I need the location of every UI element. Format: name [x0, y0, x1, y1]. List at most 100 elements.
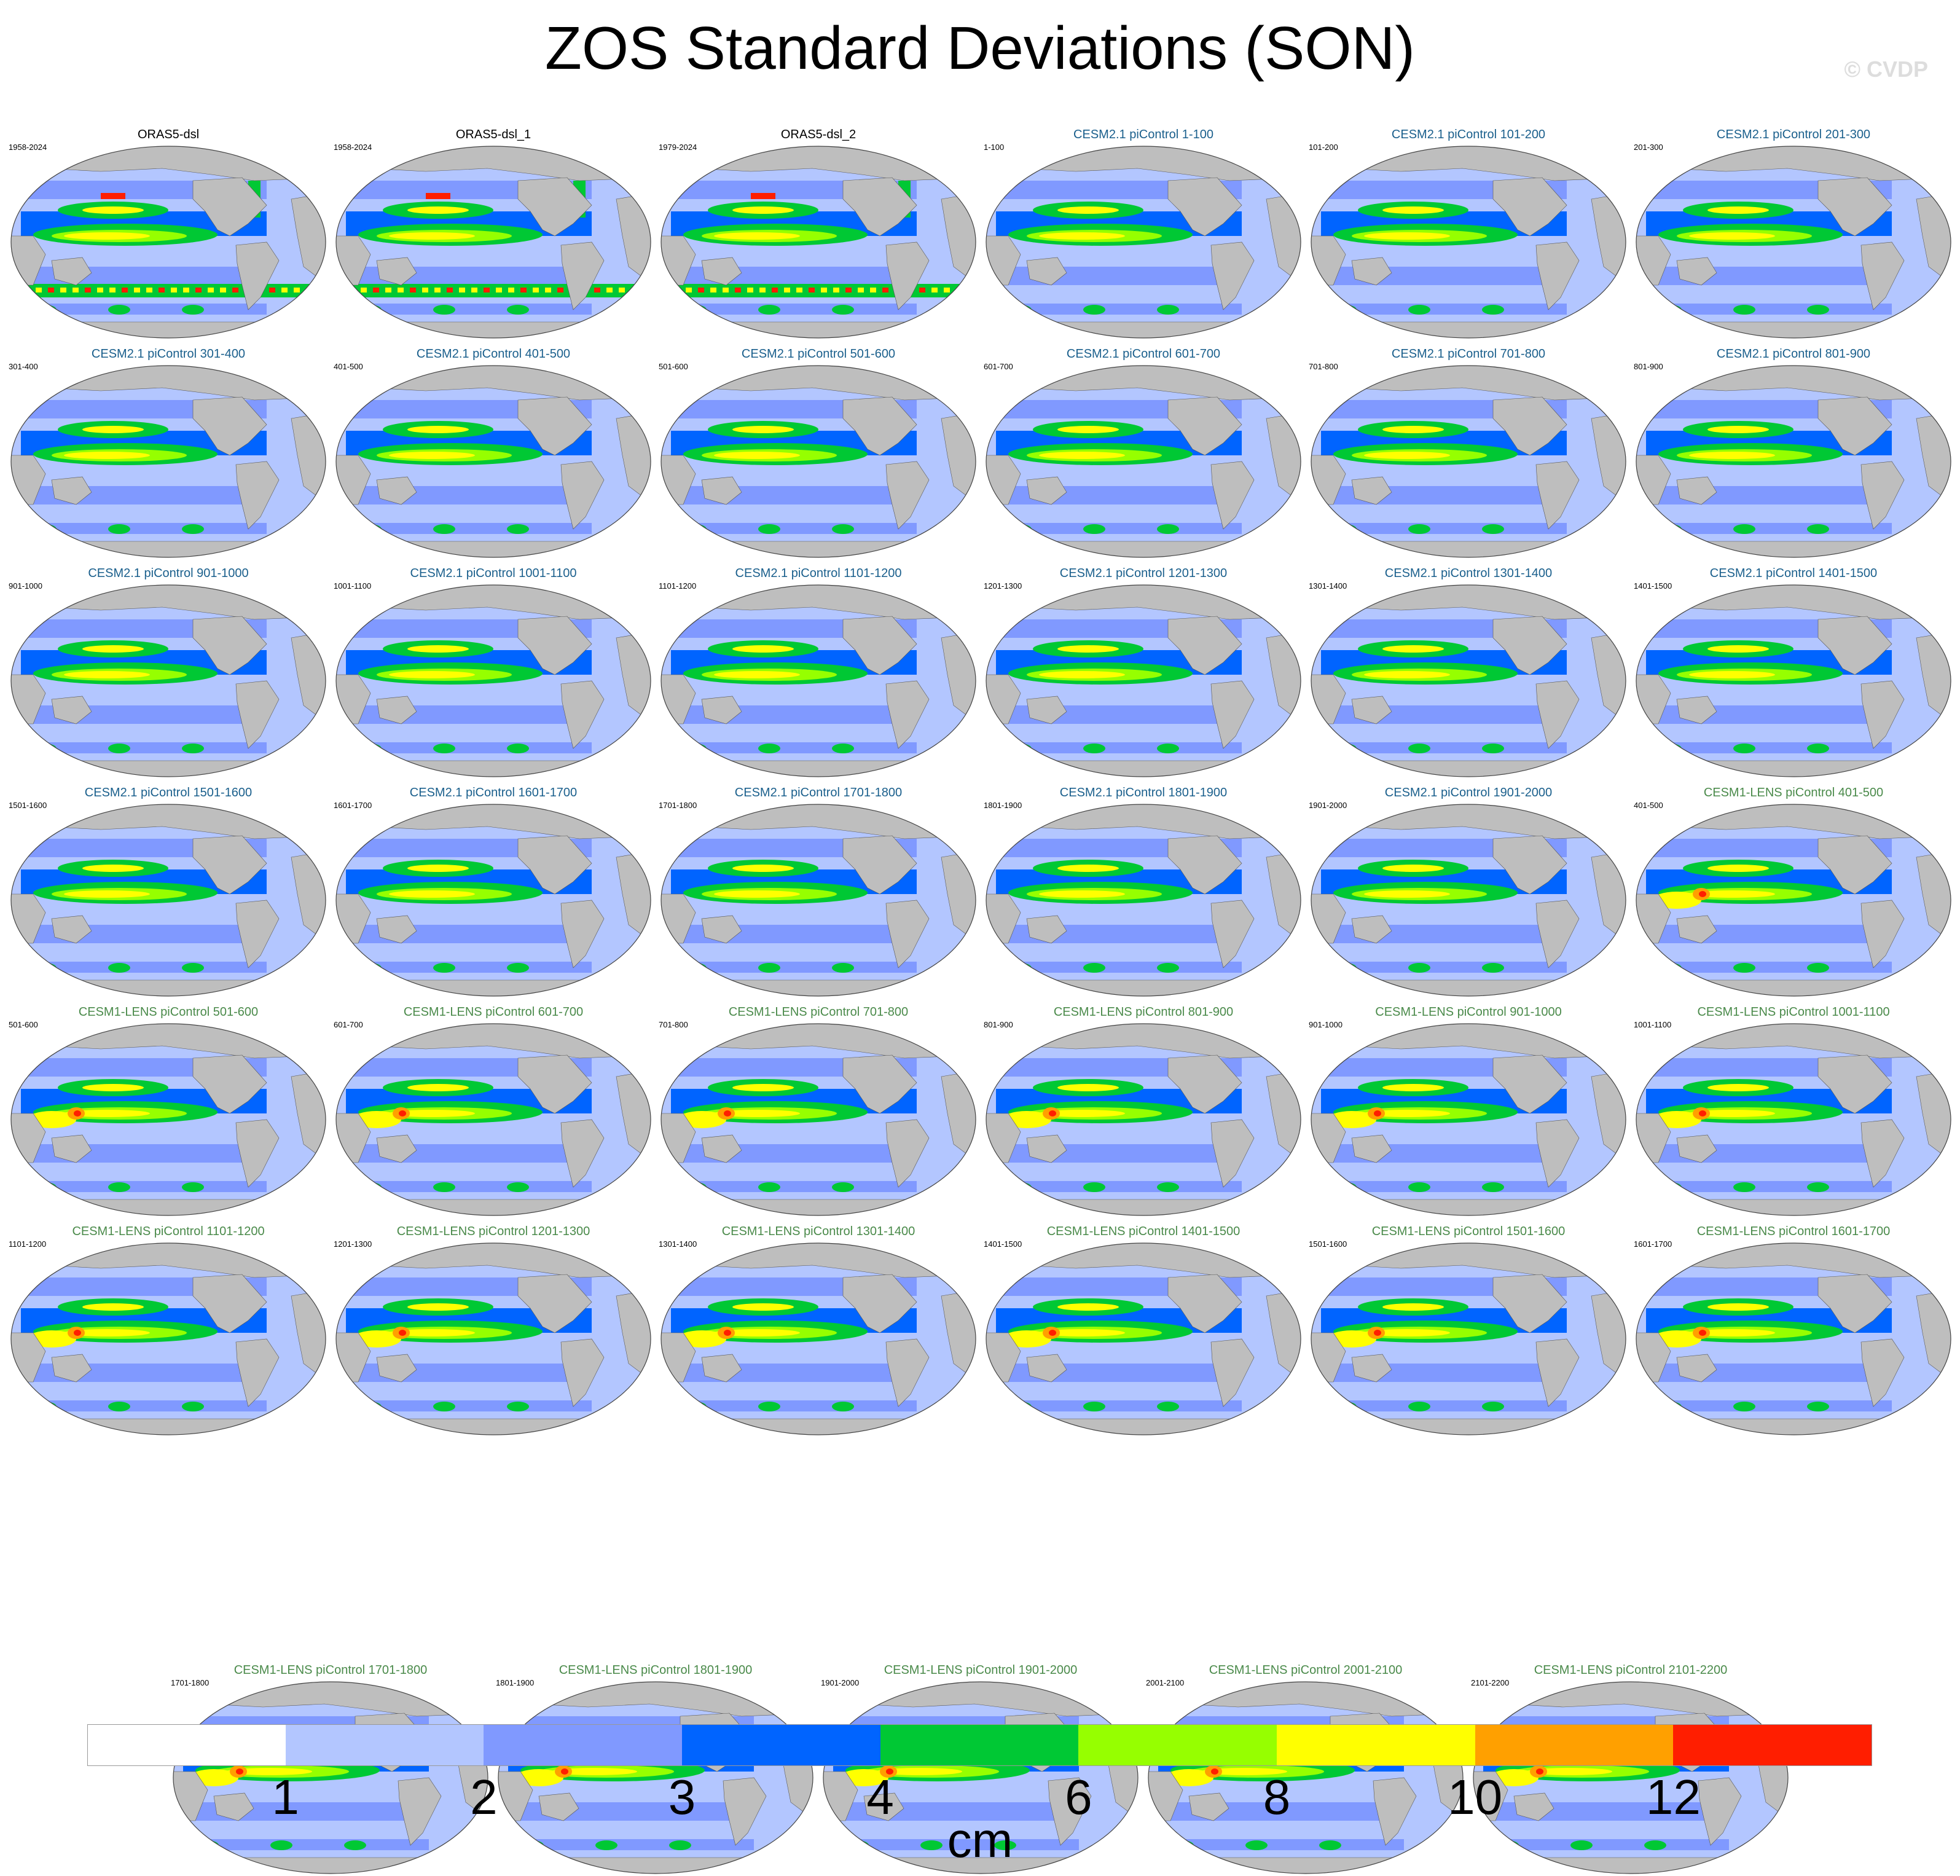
- colorbar-swatch: [880, 1724, 1079, 1766]
- panel-year-range: 1501-1600: [1309, 1239, 1347, 1249]
- panel-year-range: 301-400: [9, 362, 38, 371]
- world-map: [10, 804, 326, 997]
- panel-year-range: 401-500: [1634, 801, 1663, 810]
- colorbar-unit: cm: [947, 1813, 1013, 1867]
- map-panel: CESM2.1 piControl 1701-1800 1701-1800: [659, 785, 978, 999]
- world-map: [10, 584, 326, 777]
- map-panel: CESM2.1 piControl 601-700 601-700: [984, 346, 1303, 560]
- world-map: [335, 584, 651, 777]
- panel-title: CESM1-LENS piControl 401-500: [1703, 786, 1884, 799]
- panel-year-range: 701-800: [1309, 362, 1338, 371]
- panel-year-range: 101-200: [1309, 143, 1338, 152]
- map-panel: CESM1-LENS piControl 801-900 801-900: [984, 1004, 1303, 1218]
- world-map: [335, 146, 651, 339]
- colorbar-swatch: [484, 1724, 682, 1766]
- panel-title: CESM1-LENS piControl 1501-1600: [1371, 1225, 1566, 1238]
- panel-title: ORAS5-dsl_2: [780, 128, 857, 141]
- map-panel: CESM2.1 piControl 801-900 801-900: [1634, 346, 1953, 560]
- world-map: [661, 584, 976, 777]
- panel-title: CESM1-LENS piControl 2001-2100: [1209, 1663, 1403, 1677]
- panel-year-range: 2001-2100: [1146, 1678, 1185, 1687]
- panel-year-range: 901-1000: [9, 581, 42, 591]
- panel-year-range: 701-800: [659, 1020, 688, 1029]
- panel-title: CESM2.1 piControl 1701-1800: [734, 786, 903, 799]
- panel-title: CESM2.1 piControl 1001-1100: [410, 567, 577, 580]
- colorbar-swatch: [1277, 1724, 1475, 1766]
- map-panel: CESM2.1 piControl 1901-2000 1901-2000: [1309, 785, 1628, 999]
- map-panel: ORAS5-dsl_2 1979-2024: [659, 127, 978, 340]
- panel-year-range: 1801-1900: [496, 1678, 535, 1687]
- panel-title: CESM2.1 piControl 1401-1500: [1709, 567, 1878, 580]
- panel-year-range: 401-500: [334, 362, 363, 371]
- panel-title: CESM1-LENS piControl 601-700: [403, 1005, 584, 1019]
- panel-year-range: 1701-1800: [659, 801, 697, 810]
- panel-title: CESM1-LENS piControl 1901-2000: [884, 1663, 1078, 1677]
- panel-title: ORAS5-dsl: [137, 128, 200, 141]
- panel-title: CESM1-LENS piControl 1701-1800: [233, 1663, 428, 1677]
- panel-year-range: 1801-1900: [984, 801, 1022, 810]
- world-map: [1311, 804, 1626, 997]
- colorbar-tick-label: 2: [470, 1770, 498, 1824]
- panel-year-range: 1001-1100: [1634, 1020, 1672, 1029]
- panel-title: CESM2.1 piControl 1-100: [1073, 128, 1213, 141]
- panel-title: CESM2.1 piControl 1601-1700: [409, 786, 578, 799]
- map-panel: CESM1-LENS piControl 1001-1100 1001-1100: [1634, 1004, 1953, 1218]
- world-map: [986, 584, 1301, 777]
- world-map: [986, 1023, 1301, 1216]
- panel-title: CESM2.1 piControl 1801-1900: [1059, 786, 1228, 799]
- colorbar-swatch: [285, 1724, 484, 1766]
- panel-year-range: 1401-1500: [984, 1239, 1022, 1249]
- world-map: [1636, 146, 1951, 339]
- world-map: [661, 1023, 976, 1216]
- colorbar-swatch: [682, 1724, 880, 1766]
- world-map: [661, 365, 976, 558]
- panel-year-range: 1201-1300: [334, 1239, 372, 1249]
- colorbar-tick-label: 3: [668, 1770, 696, 1824]
- map-panel: CESM2.1 piControl 1301-1400 1301-1400: [1309, 565, 1628, 779]
- world-map: [1311, 584, 1626, 777]
- map-panel: CESM2.1 piControl 301-400 301-400: [9, 346, 328, 560]
- colorbar-tick-label: 1: [272, 1770, 299, 1824]
- panel-year-range: 801-900: [1634, 362, 1663, 371]
- map-panel: CESM2.1 piControl 1001-1100 1001-1100: [334, 565, 653, 779]
- map-panel: CESM2.1 piControl 201-300 201-300: [1634, 127, 1953, 340]
- world-map: [986, 146, 1301, 339]
- panel-year-range: 1201-1300: [984, 581, 1022, 591]
- colorbar-tick-labels: 1 2 3 4 6 8 10 12: [87, 1770, 1872, 1825]
- panel-title: CESM1-LENS piControl 501-600: [78, 1005, 259, 1019]
- map-panel: CESM2.1 piControl 101-200 101-200: [1309, 127, 1628, 340]
- map-panel: CESM1-LENS piControl 1201-1300 1201-1300: [334, 1223, 653, 1437]
- panel-title: CESM2.1 piControl 901-1000: [88, 567, 249, 580]
- panel-title: CESM1-LENS piControl 1201-1300: [396, 1225, 590, 1238]
- world-map: [1311, 1242, 1626, 1435]
- map-panel: CESM1-LENS piControl 501-600 501-600: [9, 1004, 328, 1218]
- map-panel: CESM2.1 piControl 701-800 701-800: [1309, 346, 1628, 560]
- panel-year-range: 1301-1400: [659, 1239, 697, 1249]
- panel-year-range: 1101-1200: [9, 1239, 47, 1249]
- world-map: [1311, 365, 1626, 558]
- panel-title: ORAS5-dsl_1: [455, 128, 531, 141]
- colorbar-tick-label: 12: [1645, 1770, 1701, 1824]
- panel-year-range: 1979-2024: [659, 143, 697, 152]
- world-map: [1311, 146, 1626, 339]
- panel-title: CESM1-LENS piControl 801-900: [1053, 1005, 1234, 1019]
- panel-title: CESM1-LENS piControl 901-1000: [1375, 1005, 1562, 1019]
- panel-title: CESM2.1 piControl 101-200: [1391, 128, 1546, 141]
- panel-year-range: 601-700: [334, 1020, 363, 1029]
- panel-year-range: 1701-1800: [171, 1678, 210, 1687]
- world-map: [661, 804, 976, 997]
- panel-title: CESM2.1 piControl 201-300: [1716, 128, 1871, 141]
- panel-year-range: 1301-1400: [1309, 581, 1347, 591]
- map-panel: CESM1-LENS piControl 401-500 401-500: [1634, 785, 1953, 999]
- map-panel: CESM2.1 piControl 1101-1200 1101-1200: [659, 565, 978, 779]
- colorbar-tick-label: 6: [1065, 1770, 1092, 1824]
- panel-title: CESM1-LENS piControl 1101-1200: [72, 1225, 265, 1238]
- map-panel: CESM1-LENS piControl 601-700 601-700: [334, 1004, 653, 1218]
- world-map: [1636, 1023, 1951, 1216]
- panel-year-range: 201-300: [1634, 143, 1663, 152]
- map-panel: CESM1-LENS piControl 701-800 701-800: [659, 1004, 978, 1218]
- panel-title: CESM2.1 piControl 301-400: [91, 347, 246, 361]
- panel-title: CESM2.1 piControl 1901-2000: [1384, 786, 1553, 799]
- panel-title: CESM1-LENS piControl 1401-1500: [1046, 1225, 1241, 1238]
- map-panel: ORAS5-dsl 1958-2024: [9, 127, 328, 340]
